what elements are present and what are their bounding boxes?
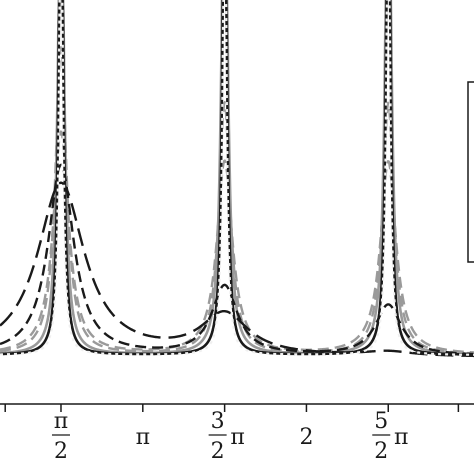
series-line-5: [0, 130, 474, 354]
series-line-6: [0, 163, 474, 356]
svg-text:5: 5: [374, 409, 388, 434]
svg-text:π: π: [394, 425, 408, 450]
x-tick-marks: [4, 404, 460, 412]
x-tick-label: π2: [51, 409, 70, 464]
svg-text:π: π: [54, 409, 68, 434]
svg-text:2: 2: [54, 439, 68, 464]
series-line-3: [0, 0, 474, 356]
legend-box: [467, 81, 474, 263]
series-layer: [0, 0, 474, 358]
svg-text:2: 2: [211, 439, 225, 464]
svg-text:3: 3: [211, 409, 225, 434]
x-tick-label: 5 2π: [372, 409, 408, 464]
svg-text:π: π: [230, 425, 244, 450]
series-line-4: [0, 46, 474, 355]
series-line-7: [0, 181, 474, 358]
svg-text:2: 2: [299, 425, 313, 450]
svg-text:2: 2: [374, 439, 388, 464]
svg-text:π: π: [136, 425, 150, 450]
x-tick-label: 2: [299, 425, 313, 450]
series-line-1: [0, 0, 474, 356]
x-tick-label: 3 2π: [208, 409, 245, 464]
x-tick-label: π: [136, 425, 150, 450]
